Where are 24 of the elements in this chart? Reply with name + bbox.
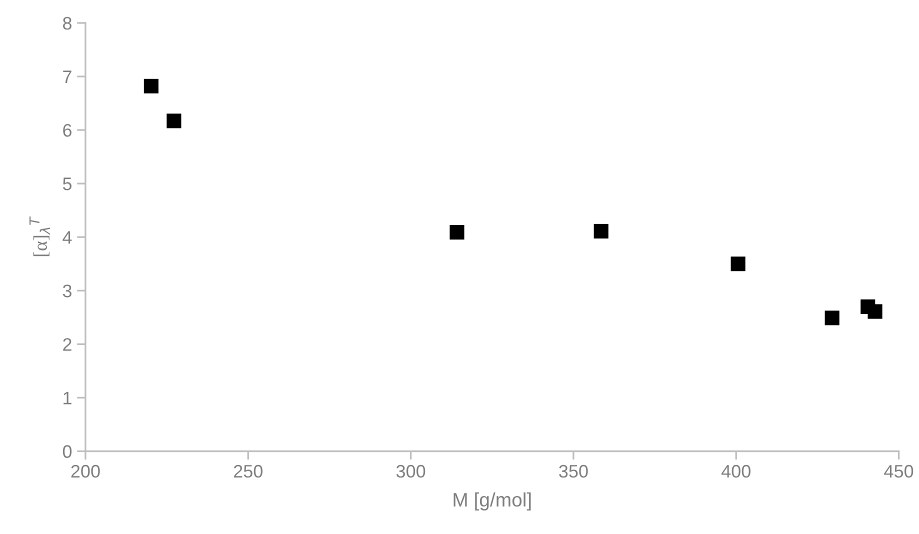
y-tick-label: 4 [62,231,72,244]
y-axis-title: [α]$_{λ}$$^{T}$ [29,216,50,256]
x-tick-label: 250 [234,464,262,478]
point [144,78,158,94]
point [166,114,182,128]
y-tick-label: 2 [63,338,72,351]
point [824,310,840,326]
point [450,224,464,240]
y-tick-label: 1 [64,392,72,404]
x-tick-label: 450 [884,464,914,478]
point [730,256,746,272]
y-tick-label: 0 [62,445,72,458]
x-tick-label: 200 [71,464,100,478]
y-tick-label: 5 [62,178,72,190]
x-axis-title: M [g/mol] [454,492,531,510]
y-tick-label: 7 [63,70,72,84]
y-tick-label: 3 [62,284,72,298]
y-tick-label: 6 [63,124,72,137]
x-tick-label: 350 [559,464,588,478]
point [594,224,608,238]
point [868,304,882,319]
y-tick-label: 8 [63,16,72,30]
x-tick-label: 300 [396,464,426,478]
x-tick-label: 400 [721,464,750,478]
